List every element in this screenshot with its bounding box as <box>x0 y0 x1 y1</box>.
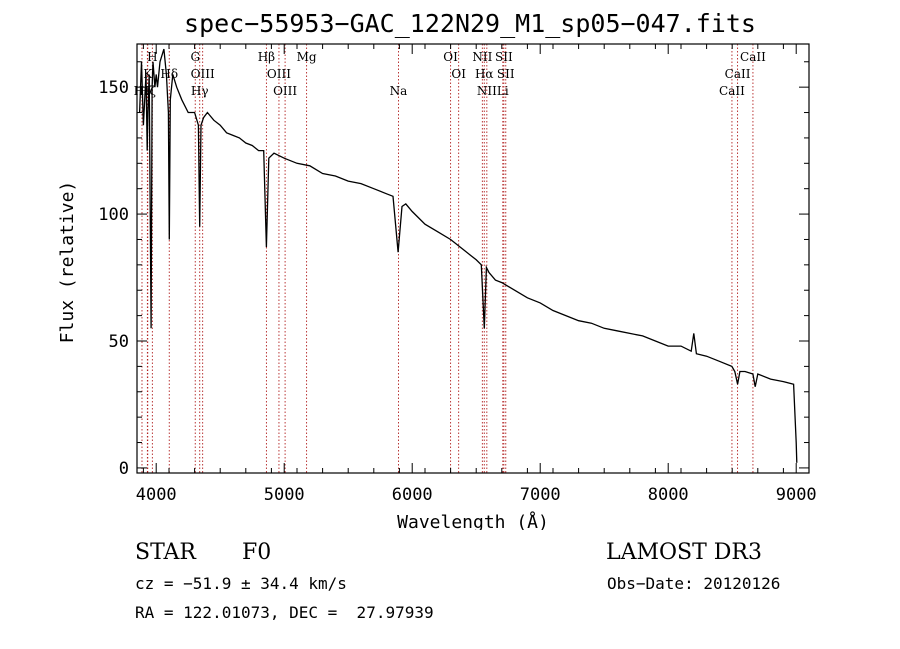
line-marker-label: NII <box>472 50 492 64</box>
object-class: STAR <box>135 540 196 565</box>
line-marker-label: OIII <box>191 67 215 81</box>
line-marker-label: Hα <box>475 67 494 81</box>
x-tick-label: 5000 <box>264 485 305 505</box>
line-marker-label: Hδ <box>160 67 178 81</box>
line-marker-label: H <box>147 50 157 64</box>
x-tick-label: 6000 <box>392 485 433 505</box>
line-marker-label: SII <box>497 67 515 81</box>
line-marker-label: G <box>190 50 200 64</box>
line-marker-label: SII <box>495 50 513 64</box>
survey-name: LAMOST DR3 <box>606 540 762 565</box>
line-marker-label: OI <box>443 50 458 64</box>
line-marker-label: Li <box>497 84 509 98</box>
y-tick-label: 150 <box>98 78 129 98</box>
line-markers <box>141 44 754 473</box>
line-marker-label: Hζ <box>139 84 156 98</box>
line-marker-labels: HKHεHζHδGOIIIHγHβOIIIOIIIMgNaOIOINIIHαNI… <box>134 50 766 98</box>
y-tick-label: 0 <box>119 459 129 479</box>
line-marker-label: OIII <box>267 67 291 81</box>
x-axis: 4000 5000 6000 7000 8000 9000 <box>136 44 817 505</box>
x-tick-label: 4000 <box>136 485 177 505</box>
object-subclass: F0 <box>242 540 272 565</box>
y-tick-label: 50 <box>109 332 129 352</box>
y-axis: 0 50 100 150 <box>98 61 809 479</box>
line-marker-label: Na <box>390 84 408 98</box>
chart-title: spec−55953−GAC_122N29_M1_sp05−047.fits <box>184 9 756 38</box>
x-tick-label: 7000 <box>520 485 561 505</box>
y-axis-label: Flux (relative) <box>57 181 78 344</box>
line-marker-label: CaII <box>725 67 751 81</box>
plot-frame <box>136 43 810 474</box>
line-marker-label: Mg <box>297 50 317 64</box>
line-marker-label: CaII <box>719 84 745 98</box>
line-marker-label: OI <box>451 67 466 81</box>
x-tick-label: 9000 <box>776 485 817 505</box>
line-marker-label: K <box>143 67 153 81</box>
line-marker-label: OIII <box>273 84 297 98</box>
redshift-velocity: cz = −51.9 ± 34.4 km/s <box>135 574 347 593</box>
line-marker-label: CaII <box>740 50 766 64</box>
coordinates: RA = 122.01073, DEC = 27.97939 <box>135 603 434 622</box>
x-axis-label: Wavelength (Å) <box>397 511 549 530</box>
line-marker-label: Hγ <box>191 84 209 98</box>
spectrum-line <box>138 48 798 463</box>
observation-date: Obs−Date: 20120126 <box>607 574 781 593</box>
spectrum-chart: spec−55953−GAC_122N29_M1_sp05−047.fits H… <box>57 9 817 530</box>
x-tick-label: 8000 <box>648 485 689 505</box>
line-marker-label: NII <box>477 84 497 98</box>
y-tick-label: 100 <box>98 205 129 225</box>
line-marker-label: Hβ <box>258 50 275 64</box>
